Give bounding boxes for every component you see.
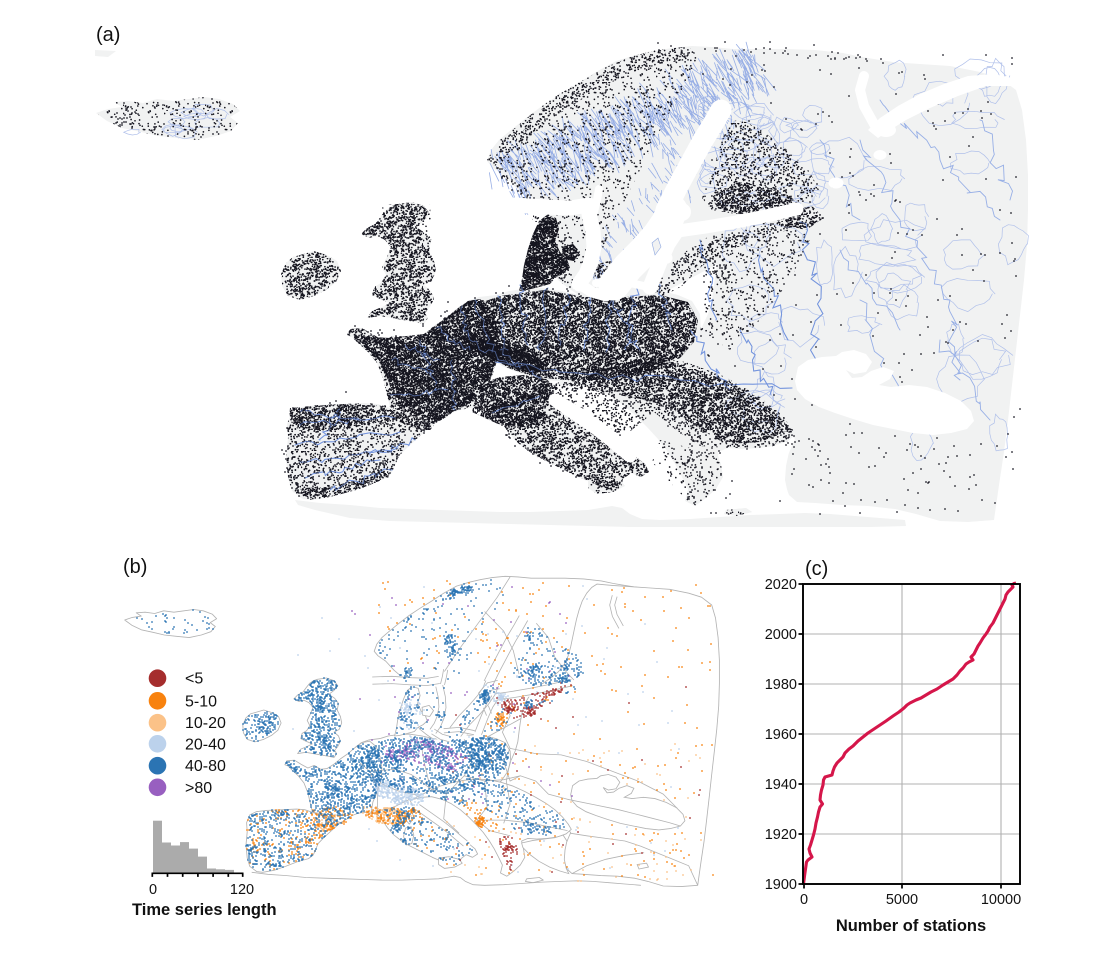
- svg-text:5-10: 5-10: [185, 693, 217, 710]
- svg-text:20-40: 20-40: [185, 736, 226, 753]
- svg-text:Time series length: Time series length: [132, 901, 277, 919]
- svg-text:120: 120: [230, 882, 254, 898]
- svg-text:0: 0: [800, 892, 808, 908]
- svg-text:10-20: 10-20: [185, 715, 226, 732]
- svg-text:(c): (c): [805, 558, 828, 580]
- svg-text:1980: 1980: [765, 677, 797, 693]
- svg-text:2000: 2000: [765, 627, 797, 643]
- svg-text:1920: 1920: [765, 827, 797, 843]
- svg-text:10000: 10000: [981, 892, 1021, 908]
- svg-text:Number of stations: Number of stations: [836, 917, 986, 935]
- svg-text:(b): (b): [123, 556, 147, 578]
- svg-text:1900: 1900: [765, 877, 797, 893]
- svg-text:40-80: 40-80: [185, 758, 226, 775]
- svg-text:1940: 1940: [765, 777, 797, 793]
- svg-text:<5: <5: [185, 671, 203, 688]
- svg-text:>80: >80: [185, 780, 212, 797]
- svg-text:1960: 1960: [765, 727, 797, 743]
- svg-text:0: 0: [149, 882, 157, 898]
- svg-text:5000: 5000: [886, 892, 918, 908]
- svg-text:(a): (a): [96, 24, 120, 46]
- svg-text:2020: 2020: [765, 577, 797, 593]
